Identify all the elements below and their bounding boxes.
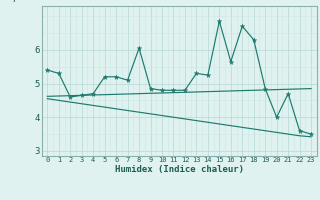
X-axis label: Humidex (Indice chaleur): Humidex (Indice chaleur)	[115, 165, 244, 174]
Text: 7: 7	[12, 0, 17, 4]
